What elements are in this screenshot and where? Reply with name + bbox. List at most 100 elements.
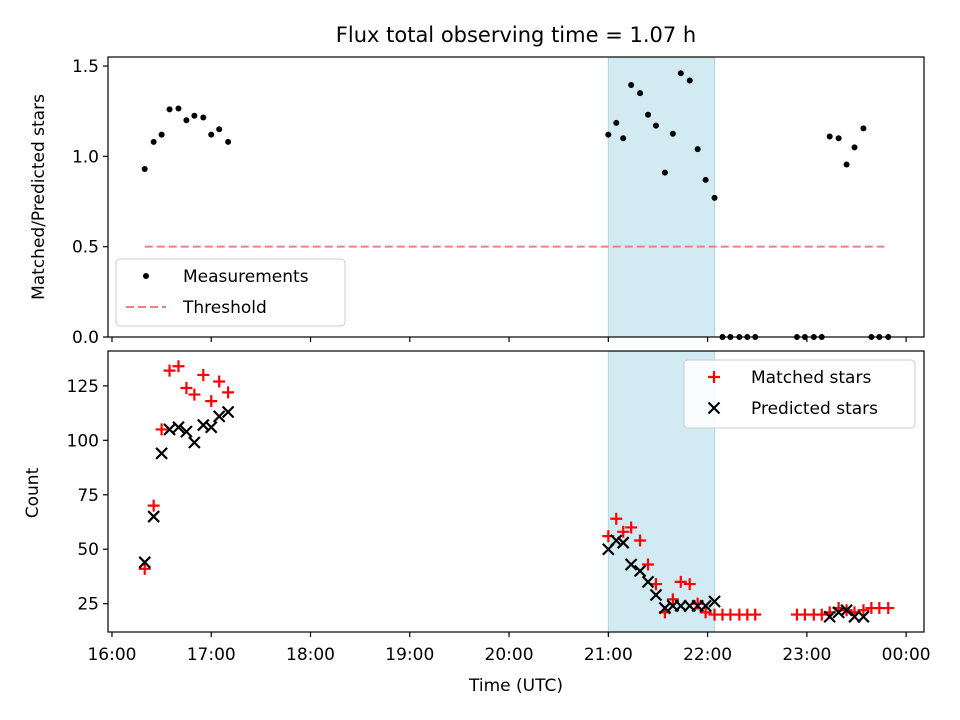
predicted-star-marker	[221, 405, 235, 419]
matched-star-marker	[815, 608, 828, 621]
matched-star-marker	[625, 521, 638, 534]
matched-star-marker	[649, 578, 662, 591]
matched-star-marker	[634, 534, 647, 547]
predicted-star-marker	[624, 558, 638, 571]
legend-label: Predicted stars	[751, 399, 878, 419]
y-tick-label: 75	[77, 486, 99, 506]
predicted-star-marker	[832, 606, 845, 619]
matched-star-marker	[857, 604, 870, 617]
x-tick-label: 21:00	[584, 645, 633, 665]
predicted-star-marker	[163, 423, 176, 436]
measurement-point	[613, 119, 620, 126]
measurement-point	[702, 176, 709, 183]
matched-star-marker	[138, 562, 151, 575]
predicted-star-marker	[609, 534, 623, 547]
matched-star-marker	[642, 558, 655, 571]
chart-title: Flux total observing time = 1.07 h	[336, 23, 696, 47]
matched-star-marker	[691, 597, 704, 610]
predicted-star-marker	[147, 510, 160, 523]
predicted-star-marker	[674, 599, 688, 613]
measurement-point	[694, 146, 701, 153]
predicted-star-marker	[616, 536, 630, 549]
predicted-star-marker	[204, 420, 218, 434]
legend-plus-icon	[708, 371, 720, 383]
matched-star-marker	[213, 375, 226, 388]
measurement-point	[620, 135, 627, 142]
predicted-star-marker	[188, 436, 201, 449]
matched-star-marker	[683, 578, 696, 591]
measurement-point	[200, 114, 207, 121]
x-tick-label: 17:00	[187, 645, 236, 665]
measurement-point	[208, 131, 215, 138]
matched-star-marker	[205, 395, 218, 408]
y-tick-label: 125	[67, 377, 99, 397]
y-tick-label: 0.0	[72, 328, 99, 348]
predicted-star-marker	[649, 588, 663, 602]
predicted-star-marker	[699, 599, 712, 613]
measurement-point	[637, 90, 644, 97]
measurement-point	[661, 169, 668, 176]
measurement-point	[711, 194, 718, 201]
legend-dot-icon	[143, 273, 149, 279]
axes-frame	[107, 56, 925, 338]
matched-star-marker	[610, 512, 623, 525]
predicted-star-marker	[138, 556, 152, 569]
measurement-point	[216, 126, 223, 133]
measurement-point	[851, 144, 858, 151]
predicted-star-marker	[641, 575, 655, 589]
measurement-point	[652, 122, 659, 129]
observing-window-span	[607, 56, 716, 338]
matched-star-marker	[882, 602, 895, 615]
matched-star-marker	[666, 593, 679, 606]
matched-star-marker	[180, 382, 193, 395]
predicted-star-marker	[172, 420, 185, 434]
y-tick-label: 1.5	[72, 57, 99, 77]
measurement-point	[860, 125, 867, 132]
measurement-point	[628, 82, 635, 88]
measurement-point	[605, 131, 612, 138]
matched-star-marker	[197, 368, 210, 381]
matched-star-marker	[147, 499, 160, 512]
y-tick-label: 100	[67, 431, 99, 451]
measurement-point	[150, 138, 157, 145]
measurement-point	[669, 130, 676, 137]
predicted-star-marker	[633, 564, 647, 578]
y-tick-label: 1.0	[72, 147, 99, 167]
measurement-point	[225, 138, 232, 145]
measurement-point	[843, 161, 850, 168]
measurement-point	[191, 112, 198, 119]
measurement-point	[677, 70, 684, 77]
predicted-star-marker	[197, 418, 210, 432]
predicted-star-marker	[857, 610, 870, 624]
x-axis-label: Time (UTC)	[468, 676, 563, 696]
matched-star-marker	[749, 608, 762, 621]
measurement-point	[645, 111, 652, 118]
matched-star-marker	[617, 525, 630, 538]
predicted-star-marker	[708, 595, 721, 608]
legend-label: Threshold	[182, 298, 267, 318]
matched-star-marker	[699, 606, 712, 619]
measurement-point	[175, 105, 182, 112]
predicted-star-marker	[848, 610, 861, 624]
predicted-star-marker	[823, 610, 836, 624]
x-tick-label: 19:00	[385, 645, 434, 665]
measurement-point	[826, 133, 833, 140]
matched-star-marker	[163, 364, 176, 377]
y-tick-label: 25	[77, 595, 99, 615]
measurement-point	[158, 131, 165, 138]
measurement-point	[835, 135, 842, 142]
matched-star-marker	[674, 575, 687, 588]
measurement-point	[141, 166, 148, 172]
y-axis-label-ratio: Matched/Predicted stars	[29, 94, 49, 300]
y-tick-label: 50	[77, 540, 99, 560]
predicted-star-marker	[155, 447, 168, 460]
ratio-panel: 0.0 0.5 1.0 1.5 Measurements Threshold	[72, 56, 925, 348]
measurement-point	[166, 106, 173, 113]
x-tick-label: 16:00	[87, 645, 136, 665]
measurement-point	[686, 77, 693, 84]
matched-star-marker	[172, 360, 185, 373]
measurement-point	[183, 117, 190, 124]
predicted-star-marker	[180, 425, 193, 438]
matched-star-marker	[188, 388, 201, 401]
matched-star-marker	[222, 386, 235, 399]
